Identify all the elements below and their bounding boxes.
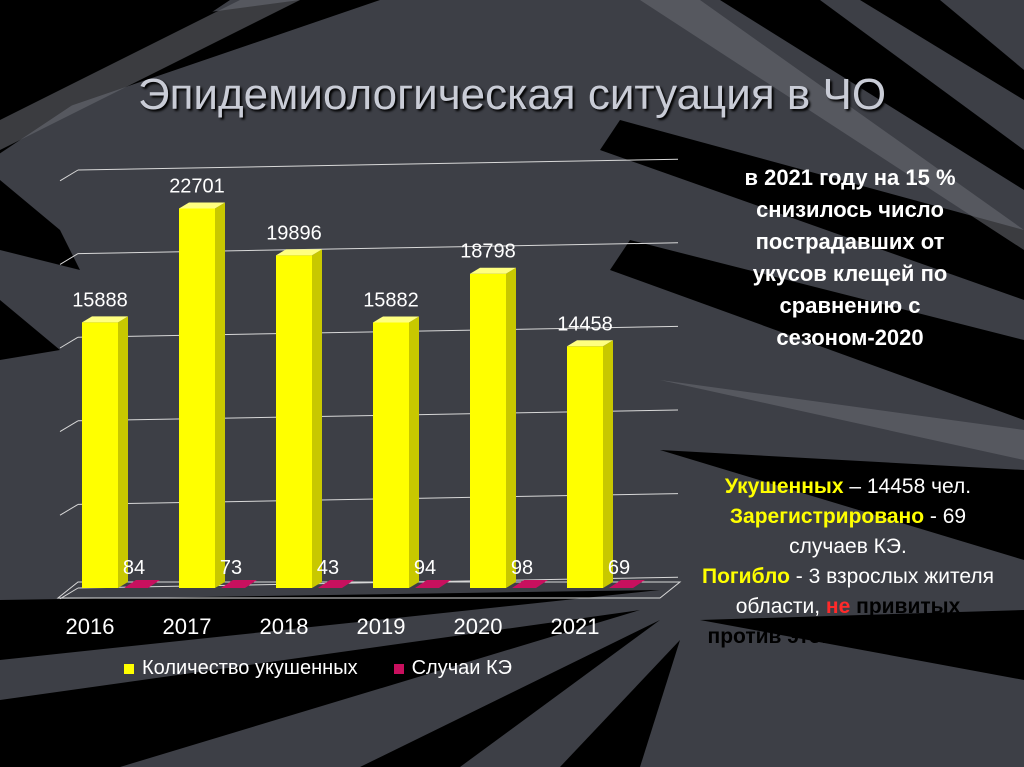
stat-died: Погибло - 3 взрослых жителя области, не … <box>696 562 1000 652</box>
value-label-bitten: 15882 <box>363 289 419 311</box>
value-label-bitten: 14458 <box>557 313 613 335</box>
value-label-cases: 84 <box>123 557 145 579</box>
bar-bitten-side <box>409 316 419 588</box>
summary-line: снизилось число <box>756 197 944 222</box>
bar-bitten <box>276 255 312 589</box>
value-label-bitten: 22701 <box>169 175 225 197</box>
value-label-bitten: 15888 <box>72 289 128 311</box>
legend-swatch-yellow <box>124 663 134 674</box>
stat-not-vaccinated: не <box>825 595 851 618</box>
gridline-side <box>59 420 79 433</box>
category-label: 2018 <box>260 614 309 639</box>
stat-registered-label: Зарегистрировано <box>729 505 925 528</box>
stat-died-label: Погибло <box>702 565 790 588</box>
chart-bars <box>82 202 645 589</box>
stats-block: Укушенных – 14458 чел. Зарегистрировано … <box>696 472 1000 652</box>
stat-registered-value: - 69 случаев КЭ. <box>789 505 967 558</box>
bar-bitten <box>179 208 215 589</box>
legend-label-cases: Случаи КЭ <box>411 657 512 679</box>
value-label-bitten: 19896 <box>266 222 322 244</box>
slide-title: Эпидемиологическая ситуация в ЧО <box>137 70 887 119</box>
bar-bitten <box>82 322 118 588</box>
value-label-cases: 43 <box>317 557 339 579</box>
gridline-side <box>59 336 79 349</box>
stat-bitten-value: – 14458 чел. <box>843 475 972 498</box>
legend-item-cases: Случаи КЭ <box>393 657 512 680</box>
value-label-bitten: 18798 <box>460 241 516 263</box>
bar-bitten-top <box>373 316 419 323</box>
value-label-cases: 69 <box>608 557 630 579</box>
bar-bitten-top <box>276 249 322 256</box>
bar-bitten-side <box>312 249 322 589</box>
bar-bitten <box>567 346 603 588</box>
stat-bitten-label: Укушенных <box>724 475 844 498</box>
bar-cases <box>124 580 160 588</box>
bar-bitten-side <box>215 202 225 589</box>
stat-registered: Зарегистрировано - 69 случаев КЭ. <box>696 502 1000 562</box>
summary-line: пострадавших от <box>755 229 945 254</box>
bar-cases <box>609 580 645 588</box>
gridline <box>77 242 679 255</box>
gridline <box>77 158 679 171</box>
chart-legend: Количество укушенных Случаи КЭ <box>124 657 548 680</box>
summary-line: в 2021 году на 15 % <box>744 165 956 190</box>
summary-text: в 2021 году на 15 % снизилось число пост… <box>700 162 1000 354</box>
category-label: 2017 <box>163 614 212 639</box>
summary-line: сезоном-2020 <box>776 325 924 350</box>
chart-labels: 15888 84 2016 22701 73 2017 19896 43 2018 15882 94… <box>66 175 631 639</box>
bar-cases <box>318 580 354 588</box>
gridline-side <box>59 503 79 516</box>
bar-bitten <box>470 273 506 588</box>
category-label: 2016 <box>66 614 115 639</box>
bar-bitten-top <box>179 202 225 209</box>
legend-item-bitten: Количество укушенных <box>124 657 358 680</box>
stat-died-value: - 3 взрослых жителя области, <box>735 565 994 618</box>
bar-cases <box>221 580 257 588</box>
bar-bitten-top <box>82 316 128 323</box>
summary-line: сравнению с <box>779 293 921 318</box>
value-label-cases: 98 <box>511 557 533 579</box>
bar-cases <box>512 580 548 588</box>
gridline-side <box>59 253 79 265</box>
chart-floor <box>56 581 682 599</box>
bar-bitten-top <box>567 340 613 347</box>
bar-bitten-side <box>118 316 128 588</box>
value-label-cases: 73 <box>220 557 242 579</box>
stat-not-vaccinated-rest: привитых против этого заболевания. <box>707 595 989 648</box>
bar-chart: 15888 84 2016 22701 73 2017 19896 43 2018 15882 94… <box>56 158 682 639</box>
bar-bitten-side <box>506 267 516 588</box>
bar-cases <box>415 580 451 588</box>
bar-bitten-top <box>470 267 516 274</box>
bar-bitten <box>373 322 409 588</box>
category-label: 2021 <box>551 614 600 639</box>
category-label: 2019 <box>357 614 406 639</box>
legend-swatch-magenta <box>393 663 404 674</box>
legend-label-bitten: Количество укушенных <box>142 657 358 679</box>
stat-bitten: Укушенных – 14458 чел. <box>696 472 1000 502</box>
bar-bitten-side <box>603 340 613 588</box>
summary-line: укусов клещей по <box>752 261 948 286</box>
gridline-side <box>59 169 79 182</box>
value-label-cases: 94 <box>414 557 436 579</box>
category-label: 2020 <box>454 614 503 639</box>
gridline-side <box>59 587 79 600</box>
